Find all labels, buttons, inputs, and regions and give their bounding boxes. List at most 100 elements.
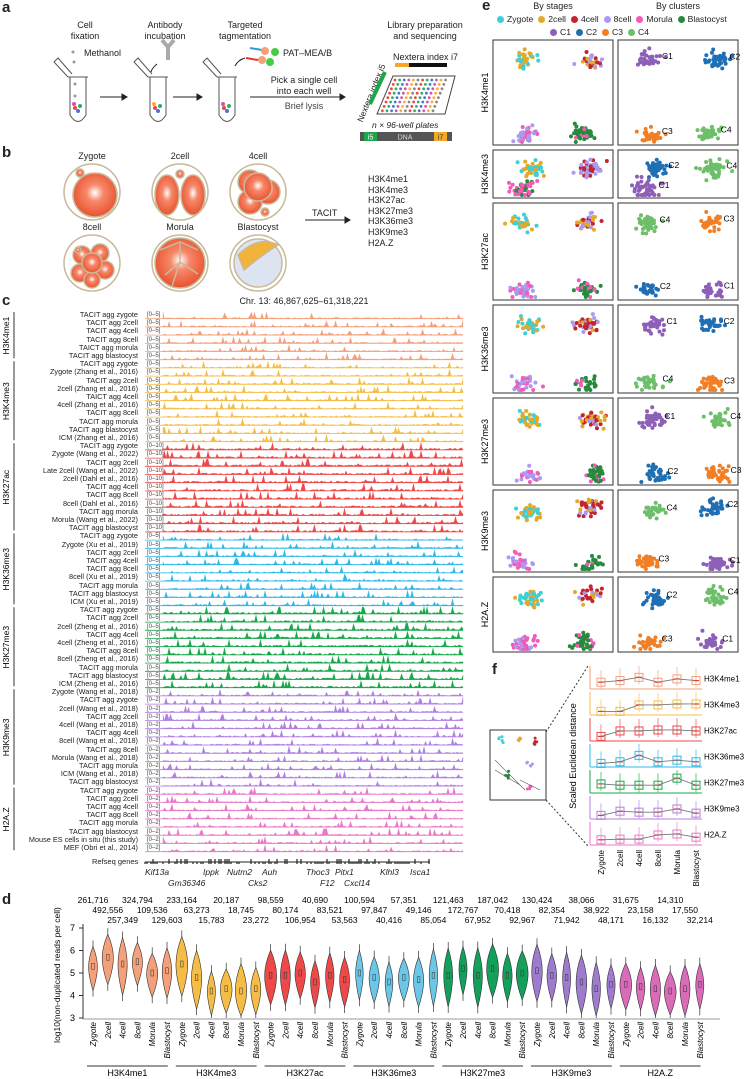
cell-count-label: 15,783	[198, 915, 224, 925]
series-label: H3K4me1	[704, 675, 740, 684]
scatter-point	[508, 185, 513, 190]
track-range-label: [0–10]	[147, 484, 164, 491]
cell-count-label: 97,847	[361, 905, 387, 915]
scatter-point	[711, 594, 716, 599]
scatter-point	[595, 60, 600, 65]
scatter-point	[700, 628, 705, 633]
violin	[515, 949, 529, 1001]
scatter-point	[644, 231, 649, 236]
scatter-point	[713, 557, 718, 562]
scatter-point	[574, 321, 579, 326]
scatter-point	[707, 229, 712, 234]
scatter-point	[589, 410, 594, 415]
scatter-point	[667, 379, 672, 384]
well	[424, 83, 427, 86]
cell-count-label: 31,675	[613, 895, 639, 905]
scatter-point	[511, 559, 516, 564]
scatter-point	[730, 169, 735, 174]
legend-label: Blastocyst	[687, 14, 727, 24]
y-tick-label: 6	[70, 946, 75, 956]
scatter-point	[578, 323, 583, 328]
violin	[531, 943, 543, 1003]
track-range-label: [0–5]	[147, 533, 161, 540]
signal-track	[162, 515, 464, 525]
scatter-point	[519, 317, 524, 322]
scatter-point	[585, 292, 590, 297]
scatter-point	[710, 505, 715, 510]
well	[418, 96, 422, 99]
row-label: H3K27ac	[480, 232, 490, 270]
scatter-point	[595, 593, 600, 598]
violin-box	[417, 976, 421, 983]
stage-tick-label: Blastocyst	[163, 1021, 172, 1058]
box	[691, 832, 701, 842]
scatter-point	[525, 126, 530, 131]
scatter-point	[567, 644, 572, 649]
signal-track	[162, 655, 464, 664]
scatter-point	[581, 602, 586, 607]
track-range-label: [0–5]	[147, 385, 161, 392]
scatter-point	[535, 598, 540, 603]
violin-box	[357, 969, 361, 977]
track-range-label: [0–5]	[147, 631, 161, 638]
scatter-point	[634, 129, 639, 134]
scatter-point	[592, 384, 597, 389]
track-range-label: [0–2]	[147, 836, 161, 843]
track-label: TACIT agg zygote	[79, 785, 138, 795]
well	[402, 78, 406, 82]
track-label: 4cell (Zhang et al., 2016)	[57, 400, 138, 410]
cell-count-label: 67,952	[465, 915, 491, 925]
workflow-schematic: i5 DNA i7	[53, 38, 456, 142]
signal-track	[162, 491, 464, 500]
scatter-point	[656, 507, 661, 512]
scatter-point	[698, 642, 703, 647]
well	[426, 100, 429, 104]
scatter-point	[578, 639, 583, 644]
scatter-point	[718, 585, 723, 590]
scatter-point	[525, 179, 530, 184]
scatter-point	[718, 556, 723, 561]
scatter-point	[523, 159, 528, 164]
scatter-point	[513, 221, 518, 226]
well	[387, 105, 391, 108]
well	[413, 109, 416, 113]
scatter-point	[525, 221, 530, 226]
scatter-point	[521, 415, 526, 420]
scatter-point	[656, 287, 661, 292]
gene-label: Kif13a	[145, 867, 170, 877]
stage-tick-label: 8cell	[489, 1022, 498, 1039]
scatter-point	[712, 58, 717, 63]
col-title-by-clusters: By clusters	[655, 1, 700, 11]
scatter-point	[637, 560, 642, 565]
cluster-label: C2	[667, 590, 678, 600]
scatter-point	[530, 123, 535, 128]
scatter-point	[640, 602, 645, 607]
scatter-point	[641, 644, 646, 649]
violin	[663, 970, 677, 1016]
scatter-point	[653, 635, 658, 640]
scatter-point	[532, 634, 537, 639]
y-tick-label: 7	[70, 923, 75, 933]
scatter-point	[529, 602, 534, 607]
scatter-point	[590, 217, 595, 222]
violin-box	[195, 974, 199, 981]
violin	[591, 961, 601, 1018]
well	[394, 87, 398, 91]
scatter-point	[717, 221, 722, 226]
violin	[384, 960, 394, 1007]
scatter-point	[595, 502, 600, 507]
legend-dot	[570, 16, 578, 23]
step-library-preparation: Library preparation and sequencing	[387, 20, 463, 41]
legend-dot	[550, 29, 557, 36]
scatter-point	[699, 314, 704, 319]
well	[392, 105, 395, 108]
track-range-label: [0–2]	[147, 713, 161, 720]
scatter-point	[654, 157, 659, 162]
legend-label: 4cell	[580, 14, 599, 24]
track-label: TAICT agg morula	[79, 342, 138, 352]
scatter-point	[524, 409, 529, 414]
scatter-point	[594, 418, 599, 423]
scatter-point	[717, 411, 722, 416]
track-label: TACIT agg morula	[79, 662, 138, 672]
track-range-label: [0–2]	[147, 689, 161, 696]
